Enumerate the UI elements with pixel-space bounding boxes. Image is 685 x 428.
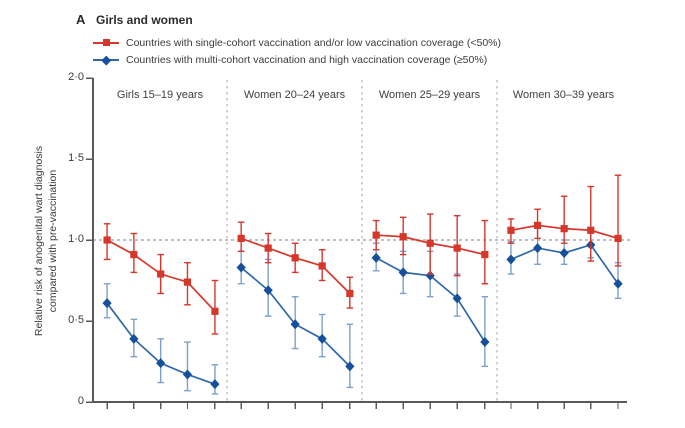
panel-label-women-20-24: Women 20–24 years xyxy=(243,89,346,101)
panel-label-girls-15-19: Girls 15–19 years xyxy=(116,89,204,101)
marker-square-single-cohort xyxy=(318,262,326,270)
marker-square-single-cohort xyxy=(399,233,407,241)
marker-square-single-cohort xyxy=(291,254,299,262)
marker-diamond-multi-cohort xyxy=(263,285,273,296)
marker-square-single-cohort xyxy=(211,307,219,315)
marker-diamond-multi-cohort xyxy=(236,262,246,273)
legend-label-single-cohort: Countries with single-cohort vaccination… xyxy=(126,36,501,49)
y-tick-label-1-5: 1·5 xyxy=(68,152,84,164)
marker-square-single-cohort xyxy=(103,236,111,244)
marker-diamond-multi-cohort xyxy=(559,247,569,258)
marker-square-single-cohort xyxy=(157,270,165,278)
y-axis-label-line2: compared with pre-vaccination xyxy=(46,169,59,313)
diamond-marker-icon xyxy=(93,54,119,65)
marker-diamond-multi-cohort xyxy=(613,278,623,289)
y-axis-label-line1: Relative risk of anogenital wart diagnos… xyxy=(33,145,45,337)
y-tick-label-2-0: 2·0 xyxy=(68,71,84,83)
marker-diamond-multi-cohort xyxy=(345,361,355,372)
marker-diamond-multi-cohort xyxy=(452,293,462,304)
marker-diamond-multi-cohort xyxy=(398,267,408,278)
marker-diamond-multi-cohort xyxy=(506,254,516,265)
marker-square-single-cohort xyxy=(507,226,515,234)
marker-square-single-cohort xyxy=(453,244,461,252)
square-marker-icon xyxy=(93,37,119,48)
marker-diamond-multi-cohort xyxy=(290,319,300,330)
legend-diamond xyxy=(101,55,111,65)
legend-item-single-cohort: Countries with single-cohort vaccination… xyxy=(93,36,501,49)
marker-diamond-multi-cohort xyxy=(102,298,112,309)
legend-square xyxy=(102,39,110,46)
marker-square-single-cohort xyxy=(614,234,622,242)
marker-square-single-cohort xyxy=(372,231,380,239)
marker-square-single-cohort xyxy=(183,278,192,286)
panel-label-women-25-29: Women 25–29 years xyxy=(378,89,481,101)
y-axis-label: Relative risk of anogenital wart diagnos… xyxy=(33,116,63,366)
y-tick-label-0-5: 0·5 xyxy=(68,314,84,326)
marker-square-single-cohort xyxy=(237,234,245,242)
marker-diamond-multi-cohort xyxy=(317,333,327,344)
marker-square-single-cohort xyxy=(533,221,542,230)
legend-item-multi-cohort: Countries with multi-cohort vaccination … xyxy=(93,53,487,66)
legend-label-multi-cohort: Countries with multi-cohort vaccination … xyxy=(126,53,488,66)
marker-square-single-cohort xyxy=(481,250,489,259)
figure-title: Girls and women xyxy=(96,13,193,27)
figure-letter: A xyxy=(76,12,86,27)
marker-diamond-multi-cohort xyxy=(182,369,193,380)
y-tick-label-0: 0 xyxy=(77,395,84,407)
marker-diamond-multi-cohort xyxy=(371,252,381,263)
panel-label-women-30-39: Women 30–39 years xyxy=(512,89,615,101)
marker-diamond-multi-cohort xyxy=(532,243,543,254)
marker-diamond-multi-cohort xyxy=(480,337,490,348)
marker-square-single-cohort xyxy=(130,250,138,259)
marker-square-single-cohort xyxy=(346,289,354,298)
marker-diamond-multi-cohort xyxy=(425,270,435,281)
y-tick-label-1-0: 1·0 xyxy=(68,233,84,245)
marker-square-single-cohort xyxy=(560,225,568,233)
marker-square-single-cohort xyxy=(426,239,434,247)
marker-square-single-cohort xyxy=(264,244,272,252)
marker-diamond-multi-cohort xyxy=(210,379,220,390)
marker-diamond-multi-cohort xyxy=(129,333,139,344)
marker-diamond-multi-cohort xyxy=(156,358,166,369)
marker-square-single-cohort xyxy=(587,226,595,234)
